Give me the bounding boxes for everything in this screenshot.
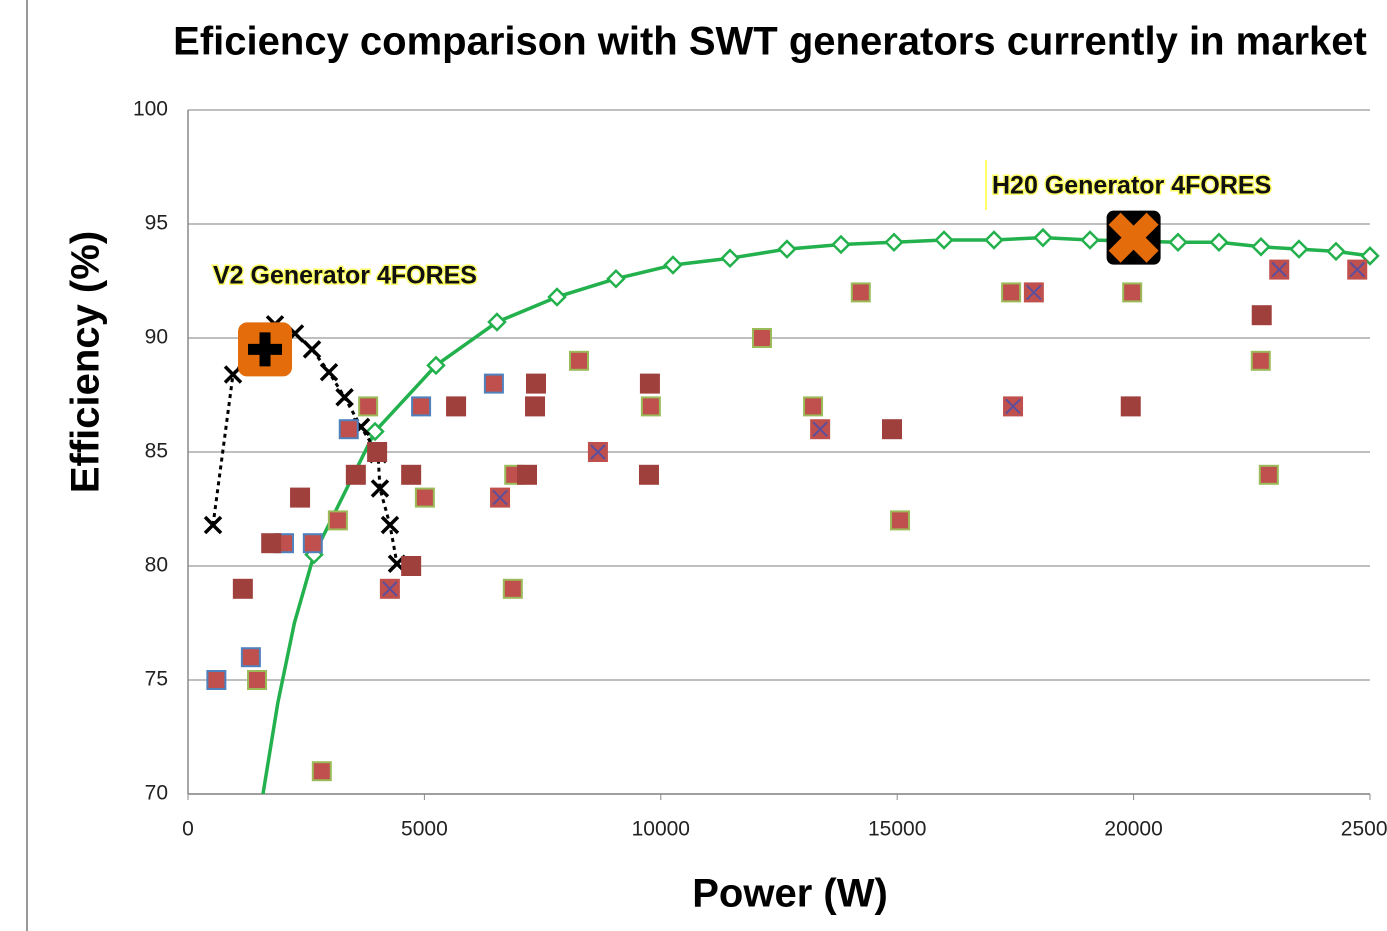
diamond-marker bbox=[831, 234, 851, 255]
square-cross bbox=[1271, 261, 1287, 278]
y-tick-label: 90 bbox=[145, 326, 168, 349]
square-marker bbox=[502, 578, 523, 599]
diamond-marker bbox=[1326, 241, 1346, 262]
square-marker bbox=[290, 487, 311, 508]
square-marker bbox=[639, 373, 660, 394]
diamond-marker bbox=[606, 268, 626, 289]
square-marker bbox=[516, 464, 537, 485]
x-marker bbox=[335, 388, 354, 407]
annotation: H20 Generator 4FORES bbox=[992, 172, 1271, 200]
diamond-marker bbox=[1251, 237, 1271, 257]
square-cross bbox=[1349, 261, 1365, 278]
square-cross bbox=[492, 489, 508, 506]
square-marker bbox=[1001, 282, 1022, 303]
square-marker bbox=[881, 419, 902, 440]
square-marker bbox=[1258, 464, 1279, 485]
square-marker bbox=[261, 533, 282, 554]
x-tick-label: 15000 bbox=[868, 818, 926, 841]
x-tick-label: 20000 bbox=[1104, 818, 1162, 841]
y-tick-label: 95 bbox=[145, 212, 168, 235]
square-marker bbox=[232, 578, 253, 599]
y-tick-label: 100 bbox=[133, 98, 168, 121]
diamond-marker bbox=[1168, 232, 1188, 253]
square-marker bbox=[1251, 305, 1272, 326]
square-marker bbox=[414, 487, 435, 508]
square-marker bbox=[240, 647, 261, 668]
square-marker bbox=[1120, 396, 1141, 417]
square-marker bbox=[345, 464, 366, 485]
series-line bbox=[211, 322, 399, 564]
y-tick-label: 75 bbox=[145, 668, 168, 691]
diamond-marker bbox=[720, 248, 740, 268]
square-marker bbox=[483, 373, 504, 394]
square-marker bbox=[401, 464, 422, 485]
square-cross bbox=[812, 421, 828, 437]
square-cross bbox=[382, 581, 398, 597]
square-marker bbox=[206, 670, 227, 690]
square-marker bbox=[446, 396, 467, 417]
square-marker bbox=[1122, 282, 1143, 303]
diamond-marker bbox=[984, 230, 1004, 250]
y-axis-label: Efficiency (%) bbox=[64, 231, 108, 493]
diamond-marker bbox=[1033, 227, 1053, 248]
x-tick-label: 10000 bbox=[632, 818, 690, 841]
square-marker bbox=[803, 396, 824, 417]
square-marker bbox=[1250, 350, 1271, 371]
diamond-marker bbox=[365, 421, 385, 442]
y-tick-label: 70 bbox=[145, 782, 168, 805]
badge-plus bbox=[248, 332, 283, 367]
square-marker bbox=[850, 282, 871, 303]
diamond-marker bbox=[547, 287, 567, 307]
square-marker bbox=[640, 396, 661, 417]
x-marker bbox=[370, 479, 390, 498]
y-tick-label: 80 bbox=[145, 554, 168, 577]
diamond-marker bbox=[426, 355, 446, 376]
square-marker bbox=[569, 350, 590, 371]
square-marker bbox=[311, 761, 332, 782]
square-cross bbox=[590, 444, 606, 460]
x-marker bbox=[319, 362, 339, 382]
square-marker bbox=[890, 510, 911, 531]
square-marker bbox=[367, 442, 388, 462]
diamond-marker bbox=[1360, 246, 1380, 266]
diamond-marker bbox=[663, 255, 683, 275]
square-marker bbox=[401, 556, 422, 576]
square-cross bbox=[1005, 398, 1021, 415]
square-marker bbox=[247, 670, 268, 690]
x-tick-label: 25000 bbox=[1341, 818, 1387, 841]
x-tick-label: 5000 bbox=[401, 818, 448, 841]
square-marker bbox=[751, 328, 772, 348]
square-marker bbox=[638, 464, 659, 485]
y-tick-label: 85 bbox=[145, 440, 168, 463]
badge-x bbox=[1108, 212, 1159, 263]
x-marker bbox=[302, 340, 322, 359]
square-marker bbox=[411, 396, 432, 417]
x-axis-label: Power (W) bbox=[692, 872, 888, 916]
diamond-marker bbox=[1209, 232, 1229, 253]
series-line bbox=[261, 554, 316, 795]
diamond-marker bbox=[487, 312, 507, 332]
annotation: V2 Generator 4FORES bbox=[213, 262, 477, 290]
square-cross bbox=[1026, 284, 1042, 301]
square-marker bbox=[302, 533, 323, 554]
square-marker bbox=[358, 396, 379, 417]
square-marker bbox=[327, 510, 348, 531]
chart-title: Eficiency comparison with SWT generators… bbox=[173, 20, 1367, 64]
square-marker bbox=[525, 396, 546, 417]
diamond-marker bbox=[777, 239, 797, 259]
diamond-marker bbox=[884, 232, 904, 253]
x-marker bbox=[380, 515, 400, 535]
diamond-marker bbox=[934, 230, 954, 250]
diamond-marker bbox=[1289, 239, 1309, 259]
square-marker bbox=[338, 419, 359, 440]
x-marker bbox=[203, 515, 223, 535]
square-marker bbox=[525, 373, 546, 394]
diamond-marker bbox=[1080, 230, 1100, 250]
x-tick-label: 0 bbox=[182, 818, 194, 841]
